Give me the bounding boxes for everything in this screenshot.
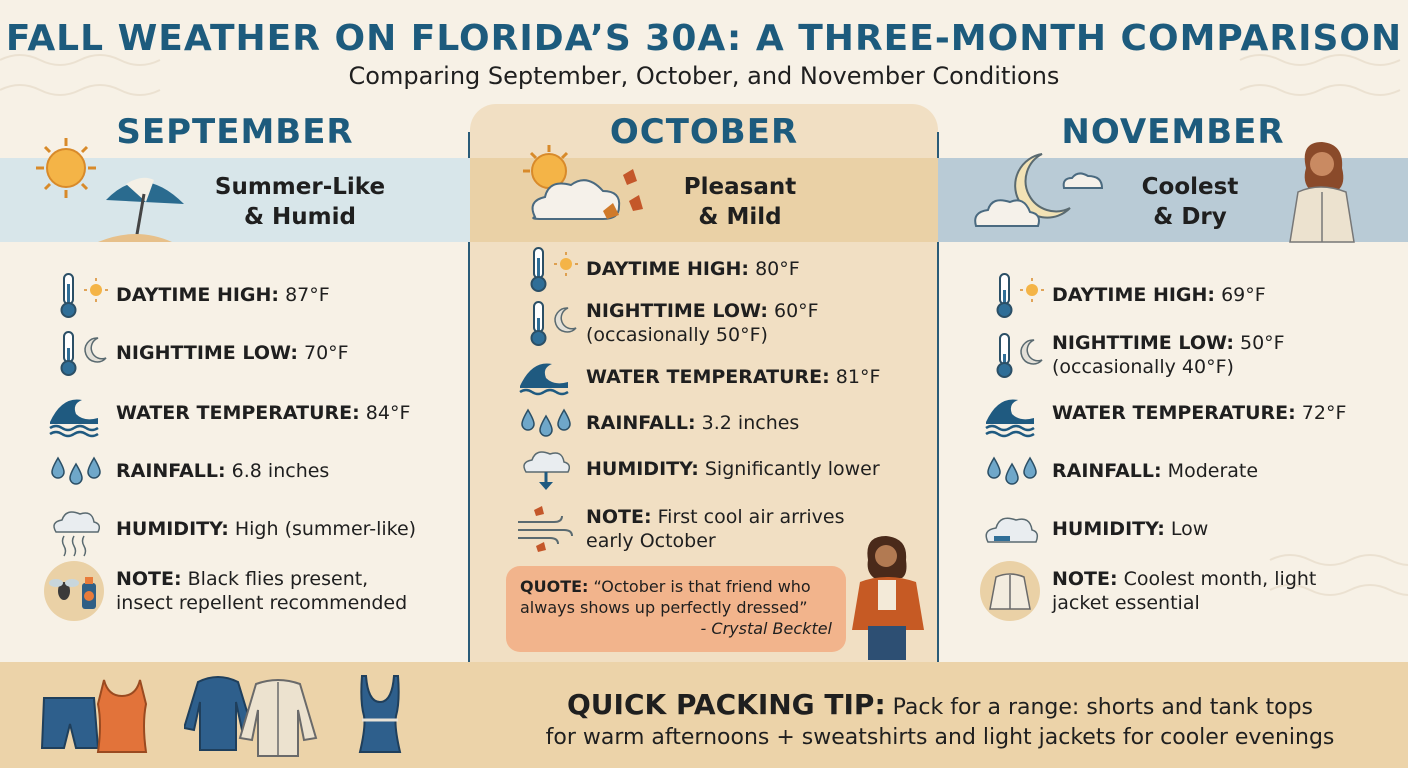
november-heading: NOVEMBER [1061, 112, 1285, 152]
october-note-row: NOTE: First cool air arrives early Octob… [510, 504, 845, 554]
november-nighttime-low-row: NIGHTTIME LOW: 50°F (occasionally 40°F) [976, 330, 1285, 380]
september-tagline-line2: & Humid [243, 204, 356, 230]
quote-line1: QUOTE: “October is that friend who [520, 577, 811, 596]
tank-top-icon [96, 679, 148, 753]
quote-line2: always shows up perfectly dressed” [520, 598, 808, 617]
packing-tip-label: QUICK PACKING TIP: [567, 688, 886, 721]
october-nighttime-low-text: NIGHTTIME LOW: 60°F (occasionally 50°F) [586, 300, 819, 346]
october-tagline-line1: Pleasant [683, 174, 797, 200]
november-tagline: Coolest & Dry [1090, 172, 1290, 232]
october-water-row: WATER TEMPERATURE: 81°F [510, 352, 880, 402]
november-note-row: NOTE: Coolest month, light jacket essent… [976, 561, 1317, 621]
jacket-icon [976, 561, 1042, 621]
thermometer-moon-icon [976, 330, 1043, 380]
raindrops-icon [510, 398, 576, 448]
october-tagline: Pleasant & Mild [640, 172, 840, 232]
thermometer-moon-icon [40, 328, 107, 378]
september-rainfall-text: RAINFALL: 6.8 inches [116, 460, 330, 482]
october-water-text: WATER TEMPERATURE: 81°F [586, 366, 881, 388]
shorts-icon [40, 697, 100, 749]
september-rainfall-row: RAINFALL: 6.8 inches [40, 446, 329, 496]
swimsuit-icon [358, 675, 402, 753]
september-humidity-text: HUMIDITY: High (summer-like) [116, 518, 417, 540]
thermometer-moon-icon [510, 298, 577, 348]
september-nighttime-low-text: NIGHTTIME LOW: 70°F [116, 342, 349, 364]
october-humidity-row: HUMIDITY: Significantly lower [510, 444, 880, 494]
september-note-text: NOTE: Black flies present, insect repell… [116, 568, 408, 614]
humid-cloud-icon [40, 504, 106, 557]
fly-repellent-icon [40, 561, 106, 621]
september-tagline: Summer-Like & Humid [200, 172, 400, 232]
november-water-text: WATER TEMPERATURE: 72°F [1052, 402, 1347, 424]
page-title: FALL WEATHER ON FLORIDA’S 30A: A THREE-M… [5, 18, 1403, 59]
thermometer-sun-icon [40, 270, 108, 320]
thermometer-sun-icon [976, 270, 1044, 320]
light-jacket-icon [238, 679, 318, 757]
october-rainfall-text: RAINFALL: 3.2 inches [586, 412, 800, 434]
column-divider-left [468, 132, 470, 662]
packing-tip-text: QUICK PACKING TIP: Pack for a range: sho… [490, 690, 1390, 753]
september-water-row: WATER TEMPERATURE: 84°F [40, 388, 410, 438]
november-daytime-high-text: DAYTIME HIGH: 69°F [1052, 284, 1266, 306]
october-humidity-text: HUMIDITY: Significantly lower [586, 458, 880, 480]
october-nighttime-low-row: NIGHTTIME LOW: 60°F (occasionally 50°F) [510, 298, 819, 348]
beach-umbrella-icon [98, 177, 184, 242]
november-humidity-row: HUMIDITY: Low [976, 504, 1208, 554]
october-daytime-high-text: DAYTIME HIGH: 80°F [586, 258, 800, 280]
sun-cloud-leaves-icon [523, 145, 643, 220]
november-nighttime-low-text: NIGHTTIME LOW: 50°F (occasionally 40°F) [1052, 332, 1285, 378]
october-quote-box: QUOTE: “October is that friend who alway… [506, 566, 846, 652]
september-humidity-row: HUMIDITY: High (summer-like) [40, 504, 417, 557]
quote-author: - Crystal Becktel [700, 619, 832, 638]
moon-cloud-icon [974, 153, 1104, 227]
october-heading: OCTOBER [609, 112, 799, 152]
sun-icon [36, 138, 96, 198]
november-tagline-line2: & Dry [1153, 204, 1227, 230]
column-divider-right [937, 132, 939, 662]
october-note-text: NOTE: First cool air arrives early Octob… [586, 506, 845, 552]
november-rainfall-text: RAINFALL: Moderate [1052, 460, 1259, 482]
september-nighttime-low-row: NIGHTTIME LOW: 70°F [40, 328, 349, 378]
low-humidity-cloud-icon [976, 504, 1042, 554]
november-water-row: WATER TEMPERATURE: 72°F [976, 388, 1346, 438]
woman-blazer-icon [852, 536, 924, 660]
raindrops-icon [976, 446, 1042, 496]
november-daytime-high-row: DAYTIME HIGH: 69°F [976, 270, 1266, 320]
wind-leaves-icon [510, 504, 576, 554]
september-tagline-line1: Summer-Like [214, 174, 386, 200]
wave-icon [40, 388, 106, 438]
sweatshirt-icon [184, 676, 254, 751]
wave-icon [510, 352, 576, 402]
september-daytime-high-text: DAYTIME HIGH: 87°F [116, 284, 330, 306]
packing-tip-line1: QUICK PACKING TIP: Pack for a range: sho… [567, 688, 1313, 721]
november-humidity-text: HUMIDITY: Low [1052, 518, 1209, 540]
september-water-text: WATER TEMPERATURE: 84°F [116, 402, 411, 424]
october-rainfall-row: RAINFALL: 3.2 inches [510, 398, 799, 448]
woman-jacket-icon [1289, 142, 1355, 243]
november-note-text: NOTE: Coolest month, light jacket essent… [1052, 568, 1317, 614]
thermometer-sun-icon [510, 244, 578, 294]
september-heading: SEPTEMBER [116, 112, 354, 152]
november-rainfall-row: RAINFALL: Moderate [976, 446, 1258, 496]
packing-tip-line2: for warm afternoons + sweatshirts and li… [545, 725, 1335, 750]
cloud-down-arrow-icon [510, 444, 576, 494]
page-subtitle: Comparing September, October, and Novemb… [348, 62, 1060, 90]
october-tagline-line2: & Mild [698, 204, 782, 230]
october-daytime-high-row: DAYTIME HIGH: 80°F [510, 244, 800, 294]
raindrops-icon [40, 446, 106, 496]
september-note-row: NOTE: Black flies present, insect repell… [40, 561, 408, 621]
september-daytime-high-row: DAYTIME HIGH: 87°F [40, 270, 330, 320]
wave-icon [976, 388, 1042, 438]
november-tagline-line1: Coolest [1141, 174, 1239, 200]
